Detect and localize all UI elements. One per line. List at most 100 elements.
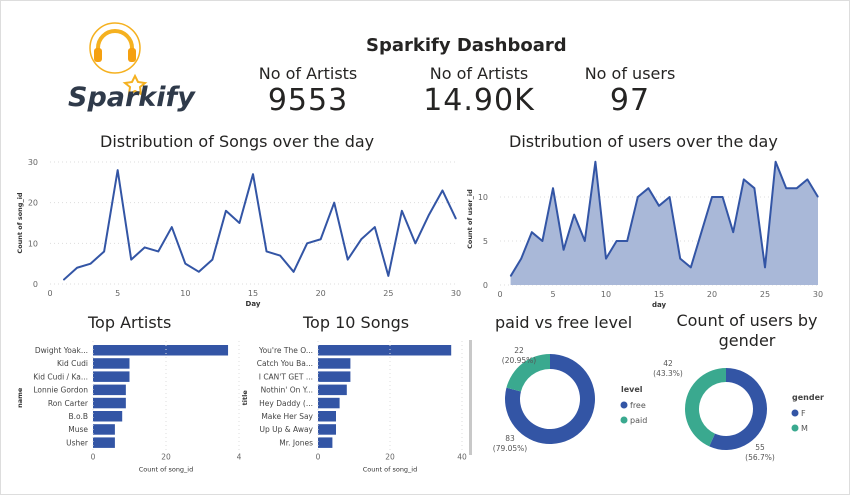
- data-point: [171, 226, 173, 228]
- data-point: [584, 240, 586, 242]
- data-point: [279, 255, 281, 257]
- data-point: [184, 263, 186, 265]
- data-point: [157, 250, 159, 252]
- data-point: [690, 266, 692, 268]
- bar: [93, 384, 126, 396]
- data-label-percent: (20.95%): [502, 356, 537, 365]
- chart-title-gender: Count of users by gender: [676, 311, 818, 350]
- data-point: [441, 189, 443, 191]
- bar-category-label: Usher: [66, 438, 89, 447]
- data-point: [510, 275, 512, 277]
- data-point: [293, 271, 295, 273]
- data-label-percent: (56.7%): [745, 453, 775, 462]
- bar: [318, 397, 340, 409]
- bar: [93, 345, 229, 356]
- x-tick-label: 0: [497, 290, 502, 299]
- kpi-label: No of Artists: [429, 64, 529, 83]
- legend-marker: [791, 409, 799, 417]
- chart-title-songs-day: Distribution of Songs over the day: [100, 132, 375, 151]
- bar: [93, 397, 126, 409]
- data-point: [796, 187, 798, 189]
- data-point: [198, 271, 200, 273]
- data-point: [333, 202, 335, 204]
- data-point: [669, 196, 671, 198]
- logo-text: Sparkify: [68, 82, 195, 113]
- bar: [318, 358, 351, 369]
- x-tick-label: 0: [91, 453, 96, 462]
- legend-title: level: [621, 385, 643, 394]
- data-point: [658, 205, 660, 207]
- area-fill: [510, 161, 818, 285]
- data-point: [616, 240, 618, 242]
- kpi-card-users: No of users 97: [575, 64, 685, 118]
- y-axis-title: Count of user_id: [466, 189, 474, 249]
- bar: [318, 411, 336, 422]
- donut-slice: [685, 368, 726, 447]
- donut-slice: [506, 354, 550, 392]
- x-tick-label: 15: [654, 290, 664, 299]
- x-tick-label: 25: [760, 290, 770, 299]
- data-point: [347, 259, 349, 261]
- data-point: [563, 249, 565, 251]
- data-point: [817, 196, 819, 198]
- bar: [93, 437, 115, 448]
- data-point: [753, 187, 755, 189]
- bar-category-label: Up Up & Away: [260, 425, 314, 434]
- data-point: [711, 196, 713, 198]
- data-point: [401, 210, 403, 212]
- x-tick-label: 20: [161, 453, 171, 462]
- legend-marker: [620, 416, 628, 424]
- bar: [318, 424, 336, 435]
- data-point: [806, 178, 808, 180]
- x-tick-label: 30: [451, 289, 461, 298]
- bar: [93, 411, 123, 422]
- kpi-value: 14.90K: [423, 83, 535, 118]
- bar-category-label: I CAN'T GET ...: [259, 372, 313, 381]
- bar-category-label: Catch You Ba...: [257, 359, 313, 368]
- kpi-value: 97: [609, 83, 651, 118]
- x-tick-label: 20: [316, 289, 326, 298]
- data-point: [455, 218, 457, 220]
- data-point: [679, 258, 681, 260]
- y-tick-label: 0: [483, 281, 488, 290]
- data-point: [605, 258, 607, 260]
- data-point: [775, 161, 777, 163]
- donut-slice: [505, 354, 595, 445]
- series-line: [509, 160, 819, 277]
- chart-title-users-day: Distribution of users over the day: [509, 132, 778, 151]
- legend-label: paid: [630, 416, 647, 425]
- data-label-value: 55: [755, 443, 765, 452]
- data-point: [360, 238, 362, 240]
- legend-label: M: [801, 424, 808, 433]
- bar-category-label: Lonnie Gordon: [33, 386, 88, 395]
- data-point: [238, 222, 240, 224]
- sparkify-logo: Sparkify: [60, 18, 195, 118]
- bar: [318, 345, 452, 356]
- data-point: [76, 267, 78, 269]
- x-tick-label: 20: [707, 290, 717, 299]
- kpi-card-artists: No of Artists 9553: [238, 64, 378, 118]
- legend-marker: [620, 401, 628, 409]
- data-point: [387, 275, 389, 277]
- x-axis-title: Day: [246, 300, 261, 308]
- data-point: [90, 263, 92, 265]
- data-point: [743, 178, 745, 180]
- x-tick-label: 5: [115, 289, 120, 298]
- x-tick-label: 0: [47, 289, 52, 298]
- x-tick-label: 10: [180, 289, 190, 298]
- chart-title-top-artists: Top Artists: [88, 313, 172, 332]
- x-axis-title: Count of song_id: [139, 466, 194, 474]
- data-point: [211, 259, 213, 261]
- data-label-percent: (43.3%): [653, 369, 683, 378]
- data-point: [732, 231, 734, 233]
- data-point: [531, 231, 533, 233]
- data-point: [306, 242, 308, 244]
- data-point: [647, 187, 649, 189]
- bar-category-label: Kid Cudi: [57, 359, 88, 368]
- series-line: [62, 169, 457, 281]
- data-point: [130, 259, 132, 261]
- songs-scrollbar[interactable]: [469, 340, 472, 455]
- data-point: [700, 231, 702, 233]
- x-tick-label: 25: [383, 289, 393, 298]
- y-axis-title: Count of song_id: [16, 192, 24, 254]
